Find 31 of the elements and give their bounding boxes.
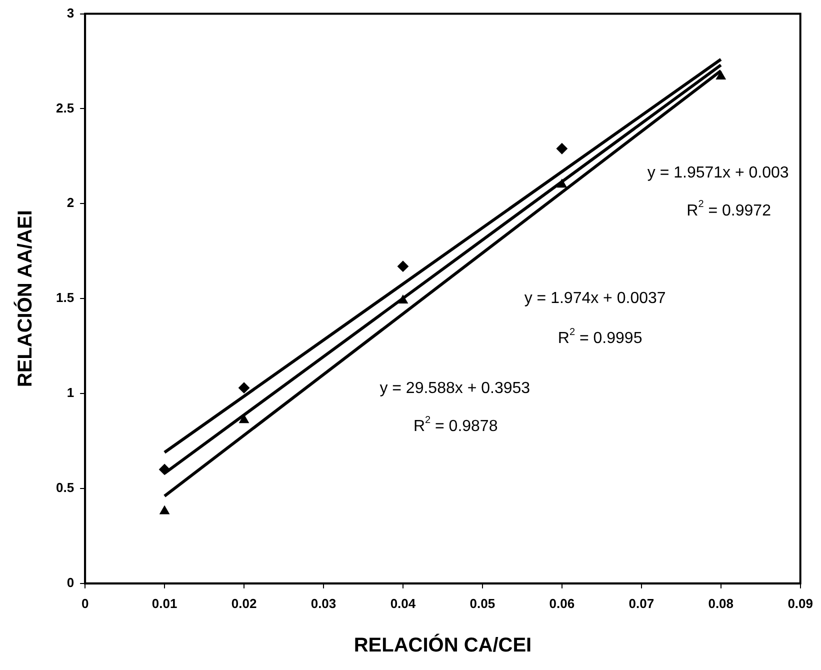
y-tick-label: 0 [66,574,74,590]
y-tick-label: 3 [66,5,74,20]
point [160,506,170,514]
y-tick-label: 0.5 [56,480,74,496]
x-axis-title: RELACIÓN CA/CEI [354,634,532,657]
x-tick-label: 0.02 [231,596,257,611]
y-tick-label: 1.5 [56,290,74,306]
x-tick-label: 0.07 [628,596,654,611]
y-axis-title: RELACIÓN AA/AEI [14,210,37,388]
y-tick-label: 2 [66,195,74,210]
x-tick-label: 0.01 [152,596,178,611]
x-tick-label: 0.04 [390,596,416,611]
y-tick-label: 1 [66,385,74,400]
point [238,382,250,394]
annotation: y = 29.588x + 0.3953 [380,380,530,398]
point [557,179,567,188]
x-tick-label: 0.08 [708,596,734,611]
point [716,70,726,80]
x-tick-label: 0.09 [788,596,814,611]
point [398,295,408,304]
point [159,464,170,475]
point [397,260,408,272]
x-tick-label: 0.05 [470,596,496,611]
x-tick-label: 0.03 [310,596,336,611]
y-tick-label: 2.5 [56,100,74,116]
x-tick-label: 0.06 [549,596,575,611]
x-tick-label: 0 [81,596,89,611]
annotation: y = 1.974x + 0.0037 [524,290,666,308]
point [556,143,568,154]
annotation: y = 1.9571x + 0.003 [647,164,789,182]
point [239,414,249,424]
